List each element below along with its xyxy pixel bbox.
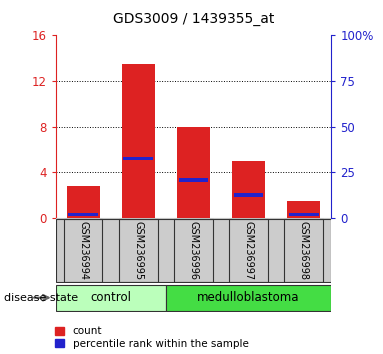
Text: GSM236996: GSM236996 [188, 221, 198, 280]
Bar [289, 213, 319, 216]
Bar [177, 127, 210, 218]
Bar [285, 219, 323, 282]
Bar [122, 64, 155, 218]
Text: GSM236995: GSM236995 [133, 221, 143, 280]
Bar [123, 157, 153, 160]
Bar [64, 219, 102, 282]
Text: GSM236994: GSM236994 [78, 221, 88, 280]
Bar [232, 161, 265, 218]
Bar [287, 201, 320, 218]
Text: disease state: disease state [4, 293, 78, 303]
Bar [56, 218, 331, 283]
Text: GDS3009 / 1439355_at: GDS3009 / 1439355_at [113, 12, 274, 27]
Bar [178, 178, 208, 182]
Bar [166, 285, 331, 311]
Text: GSM236997: GSM236997 [244, 221, 254, 280]
Bar [119, 219, 157, 282]
Text: medulloblastoma: medulloblastoma [197, 291, 300, 304]
Bar [67, 186, 100, 218]
Text: GSM236998: GSM236998 [299, 221, 309, 280]
Bar [68, 213, 98, 216]
Bar [174, 219, 213, 282]
Bar [229, 219, 268, 282]
Bar [234, 193, 264, 196]
Text: control: control [90, 291, 131, 304]
Legend: count, percentile rank within the sample: count, percentile rank within the sample [55, 326, 249, 349]
Bar [56, 285, 166, 311]
